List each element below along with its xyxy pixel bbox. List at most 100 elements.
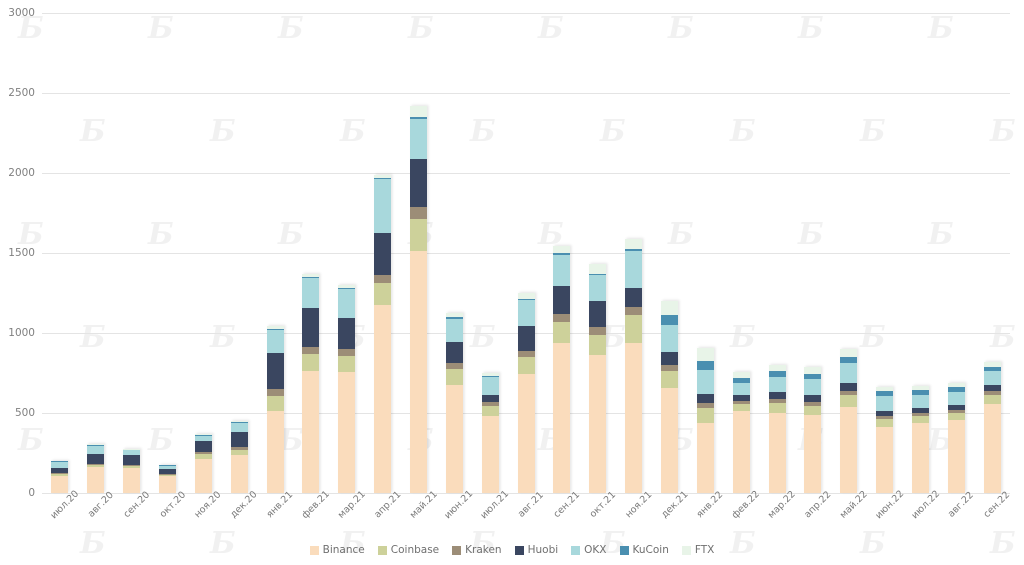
bar-segment-okx[interactable] [947, 391, 965, 405]
bar-segment-coinbase[interactable] [87, 464, 105, 468]
bar-segment-okx[interactable] [983, 371, 1001, 386]
bar-segment-kucoin[interactable] [481, 376, 499, 378]
bar-segment-binance[interactable] [374, 305, 392, 493]
bar-segment-coinbase[interactable] [230, 449, 248, 455]
bar-segment-coinbase[interactable] [947, 413, 965, 421]
bar-segment-ftx[interactable] [553, 245, 571, 254]
legend-item-coinbase[interactable]: Coinbase [377, 544, 439, 556]
bar-segment-binance[interactable] [696, 422, 714, 493]
bar-segment-huobi[interactable] [445, 341, 463, 363]
bar-segment-kucoin[interactable] [804, 373, 822, 380]
stacked-bar[interactable] [410, 105, 428, 493]
stacked-bar[interactable] [732, 372, 750, 493]
bar-segment-ftx[interactable] [374, 174, 392, 178]
stacked-bar[interactable] [338, 285, 356, 493]
stacked-bar[interactable] [481, 372, 499, 493]
legend-item-ftx[interactable]: FTX [681, 544, 714, 556]
bar-segment-okx[interactable] [159, 465, 176, 470]
bar-segment-kucoin[interactable] [696, 361, 714, 370]
bar-segment-ftx[interactable] [876, 386, 894, 392]
stacked-bar[interactable] [445, 312, 463, 493]
bar-segment-huobi[interactable] [947, 404, 965, 411]
bar-segment-kraken[interactable] [625, 306, 643, 316]
bar-segment-coinbase[interactable] [983, 394, 1001, 405]
bar-segment-kucoin[interactable] [661, 314, 679, 326]
bar-segment-binance[interactable] [194, 458, 212, 493]
bar-segment-okx[interactable] [553, 254, 571, 286]
legend-item-huobi[interactable]: Huobi [514, 544, 558, 556]
stacked-bar[interactable] [661, 301, 679, 493]
bar-segment-kraken[interactable] [912, 413, 930, 417]
bar-segment-kraken[interactable] [302, 346, 320, 354]
bar-segment-ftx[interactable] [947, 382, 965, 388]
bar-segment-ftx[interactable] [589, 264, 607, 274]
bar-segment-coinbase[interactable] [553, 321, 571, 343]
bar-segment-okx[interactable] [696, 369, 714, 394]
stacked-bar[interactable] [230, 421, 248, 493]
bar-segment-kraken[interactable] [194, 452, 212, 455]
bar-segment-okx[interactable] [51, 462, 69, 469]
bar-segment-kraken[interactable] [87, 463, 105, 465]
bar-segment-kraken[interactable] [481, 401, 499, 406]
stacked-bar[interactable] [302, 274, 320, 493]
bar-segment-ftx[interactable] [410, 105, 428, 117]
bar-segment-coinbase[interactable] [912, 416, 930, 423]
bar-segment-huobi[interactable] [194, 440, 212, 453]
bar-segment-ftx[interactable] [87, 443, 105, 445]
stacked-bar[interactable] [266, 326, 284, 493]
bar-segment-kraken[interactable] [768, 399, 786, 404]
bar-segment-okx[interactable] [840, 363, 858, 383]
bar-segment-ftx[interactable] [481, 372, 499, 377]
stacked-bar[interactable] [983, 361, 1001, 493]
bar-segment-coinbase[interactable] [517, 357, 535, 374]
bar-segment-ftx[interactable] [230, 421, 248, 423]
bar-segment-coinbase[interactable] [481, 405, 499, 417]
bar-segment-kucoin[interactable] [230, 422, 248, 424]
bar-segment-kucoin[interactable] [410, 116, 428, 119]
bar-segment-kucoin[interactable] [87, 444, 105, 446]
stacked-bar[interactable] [912, 386, 930, 493]
stacked-bar[interactable] [51, 460, 69, 493]
bar-segment-huobi[interactable] [983, 385, 1001, 392]
bar-segment-binance[interactable] [768, 413, 786, 493]
legend-item-okx[interactable]: OKX [571, 544, 607, 556]
bar-segment-ftx[interactable] [123, 449, 141, 450]
bar-segment-huobi[interactable] [840, 382, 858, 391]
bar-segment-kraken[interactable] [696, 403, 714, 409]
bar-segment-coinbase[interactable] [661, 371, 679, 389]
bar-segment-kucoin[interactable] [912, 390, 930, 395]
bar-segment-kraken[interactable] [230, 447, 248, 450]
bar-segment-coinbase[interactable] [804, 405, 822, 415]
bar-segment-coinbase[interactable] [840, 395, 858, 408]
bar-segment-kucoin[interactable] [589, 273, 607, 276]
bar-segment-ftx[interactable] [194, 434, 212, 436]
bar-segment-huobi[interactable] [302, 308, 320, 347]
bar-segment-huobi[interactable] [410, 158, 428, 207]
bar-segment-kucoin[interactable] [51, 461, 69, 463]
bar-segment-binance[interactable] [159, 476, 176, 493]
bar-segment-okx[interactable] [661, 325, 679, 353]
bar-segment-binance[interactable] [625, 343, 643, 493]
bar-segment-binance[interactable] [983, 404, 1001, 493]
stacked-bar[interactable] [589, 264, 607, 493]
stacked-bar[interactable] [87, 443, 105, 493]
bar-segment-coinbase[interactable] [338, 356, 356, 373]
bar-segment-huobi[interactable] [876, 410, 894, 417]
bar-segment-kraken[interactable] [589, 326, 607, 335]
bar-segment-binance[interactable] [51, 476, 69, 493]
bar-segment-huobi[interactable] [87, 454, 105, 464]
bar-segment-okx[interactable] [338, 289, 356, 318]
bar-segment-ftx[interactable] [661, 301, 679, 315]
bar-segment-binance[interactable] [410, 251, 428, 493]
bar-segment-huobi[interactable] [374, 233, 392, 275]
bar-segment-binance[interactable] [840, 407, 858, 493]
bar-segment-coinbase[interactable] [51, 473, 69, 477]
bar-segment-huobi[interactable] [696, 393, 714, 404]
legend-item-kucoin[interactable]: KuCoin [619, 544, 669, 556]
stacked-bar[interactable] [553, 245, 571, 493]
bar-segment-binance[interactable] [661, 388, 679, 493]
bar-segment-kraken[interactable] [374, 274, 392, 284]
bar-segment-huobi[interactable] [732, 395, 750, 402]
bar-segment-ftx[interactable] [338, 285, 356, 288]
bar-segment-kucoin[interactable] [876, 391, 894, 397]
